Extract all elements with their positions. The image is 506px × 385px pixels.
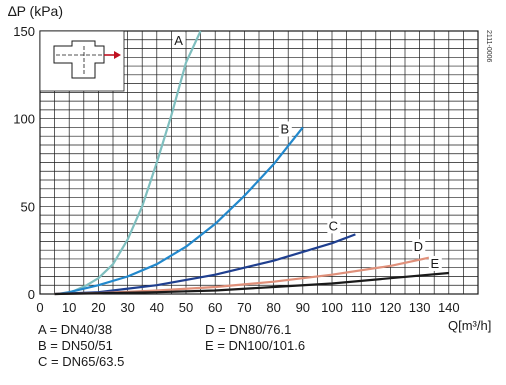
legend-entry-d: D = DN80/76.1 [205, 322, 292, 337]
series-label-backdrop [172, 33, 186, 48]
x-tick-label: 20 [91, 300, 105, 315]
legend-entry-e: E = DN100/101.6 [205, 338, 306, 353]
series-line-e [54, 271, 449, 296]
y-tick-label: 0 [28, 287, 35, 302]
x-tick-label: 110 [351, 300, 372, 315]
series-label-b: B [280, 121, 289, 136]
x-tick-labels: 0 10 20 30 40 50 60 70 80 90 100 110 120 130 140 [36, 300, 459, 315]
plot-frame [39, 30, 479, 295]
series-label-e: E [430, 256, 439, 271]
series-curves: A B C DE [54, 30, 449, 296]
valve-symbol-icon [39, 30, 125, 92]
series-label-backdrop [428, 255, 442, 271]
x-tick-label: 100 [321, 300, 343, 315]
legend-entry-c: C = DN65/63.5 [38, 354, 125, 369]
x-tick-label: 140 [438, 300, 460, 315]
x-tick-label: 90 [296, 300, 310, 315]
x-tick-label: 0 [36, 300, 43, 315]
x-axis-label: Q[m³/h] [448, 318, 492, 333]
y-axis-label: ∆P (kPa) [8, 3, 63, 19]
figure-code: 2111-0006 [485, 30, 492, 63]
x-tick-label: 50 [179, 300, 193, 315]
series-line-b [57, 126, 304, 296]
legend-entry-b: B = DN50/51 [38, 338, 113, 353]
y-tick-label: 100 [13, 112, 35, 127]
series-label-c: C [329, 218, 338, 233]
series-label-backdrop [412, 239, 426, 255]
x-tick-label: 70 [237, 300, 251, 315]
x-tick-label: 40 [150, 300, 164, 315]
y-tick-label: 150 [13, 24, 35, 39]
x-tick-label: 10 [62, 300, 76, 315]
x-tick-label: 30 [120, 300, 134, 315]
x-tick-label: 120 [380, 300, 402, 315]
series-label-backdrop [278, 121, 292, 137]
x-tick-label: 80 [266, 300, 280, 315]
series-label-backdrop [327, 218, 341, 234]
y-tick-labels: 0 50 100 150 [13, 24, 35, 302]
y-tick-label: 50 [21, 199, 35, 214]
series-label-a: A [174, 33, 183, 48]
x-tick-label: 130 [409, 300, 431, 315]
series-label-d: D [414, 239, 423, 254]
legend-entry-a: A = DN40/38 [38, 322, 113, 337]
series-line-a [63, 30, 202, 296]
x-tick-label: 60 [208, 300, 222, 315]
